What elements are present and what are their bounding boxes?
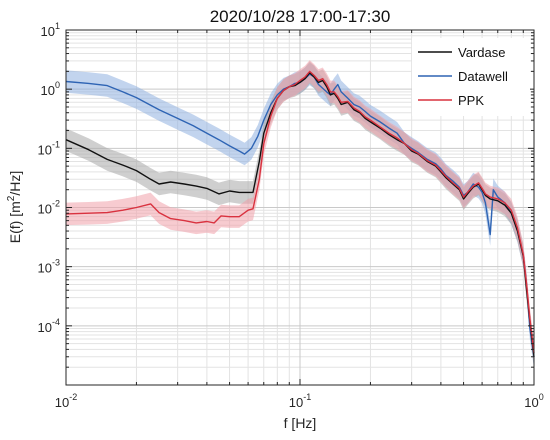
x-tick-label-exponent: -1	[303, 392, 311, 402]
y-axis-label-main: E(f) [m	[7, 201, 23, 243]
y-tick-label: 100	[41, 80, 60, 98]
series-line-datawell	[65, 73, 535, 357]
x-tick-label-exponent: -2	[69, 392, 77, 402]
axis-ticks	[65, 30, 534, 386]
y-tick-label-base: 10	[38, 202, 52, 217]
y-tick-label-base: 10	[38, 142, 52, 157]
x-tick-label-base: 10	[289, 395, 303, 410]
series-line-ppk	[65, 70, 535, 353]
x-tick-labels: 10-2 10-1 100	[55, 392, 544, 410]
y-tick-label-base: 10	[38, 261, 52, 276]
y-axis-label: E(f) [m2/Hz]	[6, 171, 23, 243]
legend-label-datawell: Datawell	[458, 69, 508, 84]
x-tick-label: 100	[524, 392, 543, 410]
y-tick-label: 101	[41, 21, 60, 39]
band-datawell	[66, 62, 534, 369]
x-tick-label: 10-2	[55, 392, 77, 410]
x-tick-label-base: 10	[55, 395, 69, 410]
y-axis-label-exponent: 2	[6, 195, 17, 201]
y-tick-label-base: 10	[38, 320, 52, 335]
legend-label-vardase: Vardase	[458, 45, 505, 60]
y-tick-label-base: 10	[41, 83, 55, 98]
y-tick-label-exponent: -1	[52, 139, 60, 149]
y-tick-label: 10-1	[38, 139, 60, 157]
x-axis-label: f [Hz]	[284, 415, 317, 431]
y-tick-label-exponent: -3	[52, 258, 60, 268]
legend-box	[412, 38, 530, 116]
x-tick-label-base: 10	[524, 395, 538, 410]
y-tick-label-exponent: 0	[55, 80, 60, 90]
y-tick-label-exponent: -2	[52, 199, 60, 209]
x-tick-label-exponent: 0	[539, 392, 544, 402]
y-tick-label-base: 10	[41, 24, 55, 39]
chart-title: 2020/10/28 17:00-17:30	[210, 7, 391, 26]
y-tick-label: 10-3	[38, 258, 60, 276]
series-lines	[65, 70, 535, 357]
chart-legend: Vardase Datawell PPK	[412, 38, 530, 116]
y-axis-label-tail: /Hz]	[7, 171, 23, 196]
legend-label-ppk: PPK	[458, 93, 484, 108]
y-tick-label-exponent: 1	[55, 21, 60, 31]
y-tick-label: 10-4	[38, 317, 60, 335]
y-tick-label: 10-2	[38, 199, 60, 217]
x-tick-label: 10-1	[289, 392, 311, 410]
y-tick-label-exponent: -4	[52, 317, 60, 327]
